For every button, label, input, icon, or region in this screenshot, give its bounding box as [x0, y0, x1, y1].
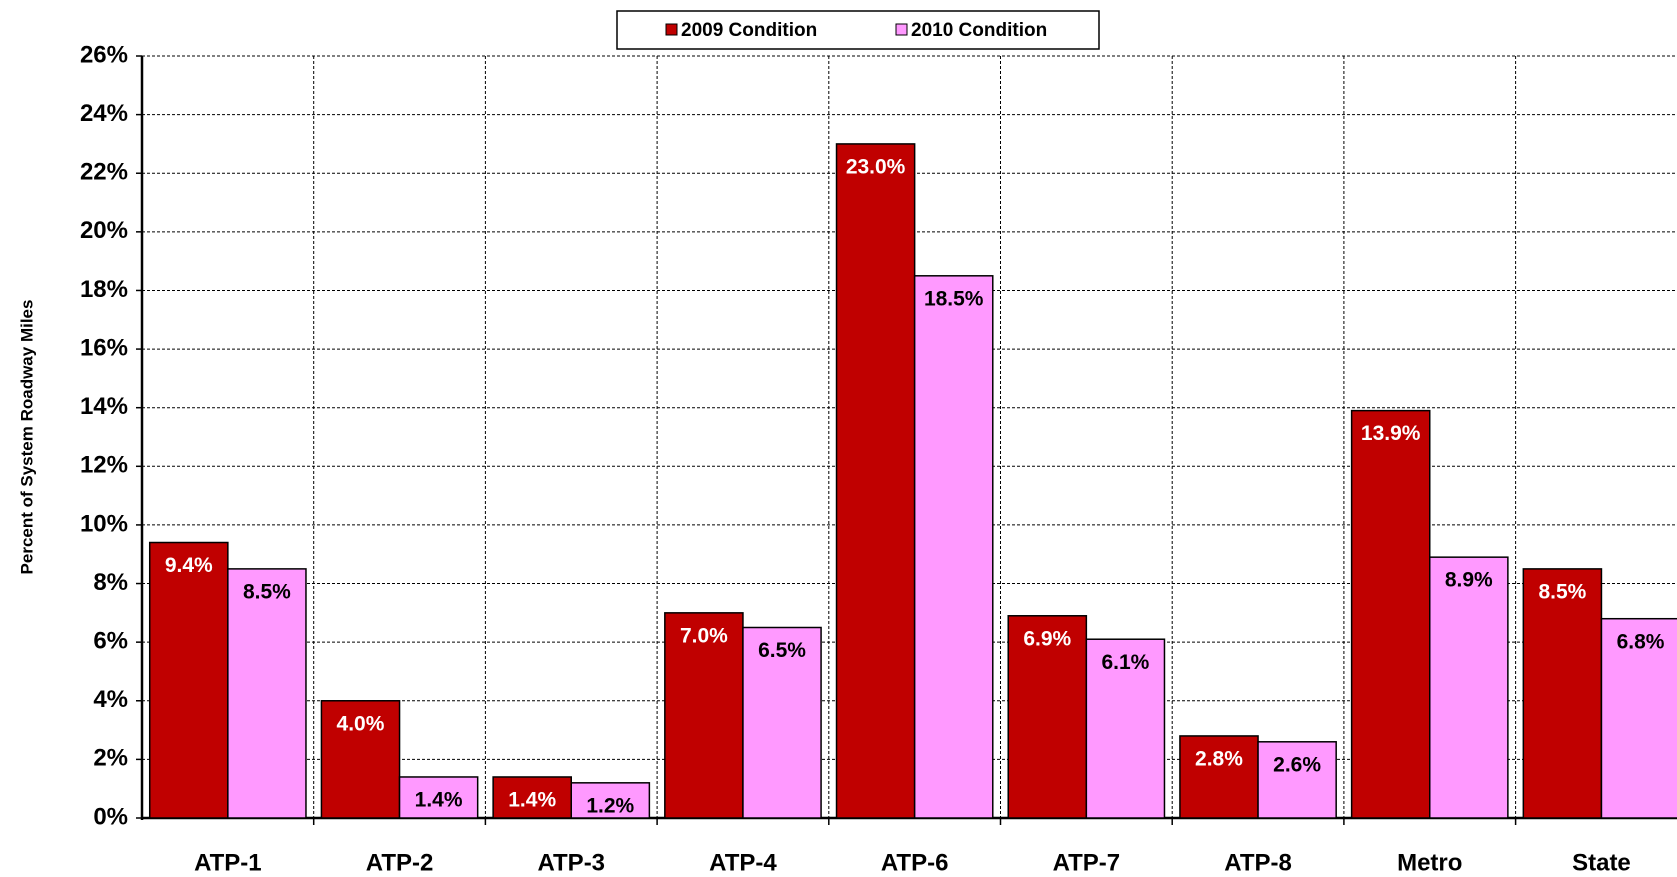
bar — [148, 541, 229, 819]
legend-box — [616, 10, 1100, 50]
bar — [320, 700, 401, 819]
value-label: 7.0% — [680, 624, 728, 647]
value-label: 8.5% — [1538, 580, 1586, 603]
value-label: 4.0% — [337, 712, 385, 735]
y-tick-label: 20% — [80, 217, 128, 244]
y-tick-label: 10% — [80, 510, 128, 537]
value-label: 1.4% — [415, 789, 463, 812]
x-tick-label: ATP-8 — [1224, 849, 1292, 876]
bar — [570, 782, 651, 819]
x-tick-label: ATP-7 — [1053, 849, 1121, 876]
y-tick-label: 6% — [93, 627, 128, 654]
y-tick-label: 8% — [93, 569, 128, 596]
bar — [835, 143, 916, 819]
legend-swatch — [665, 23, 678, 36]
value-label: 1.2% — [586, 794, 634, 817]
x-tick-label: Metro — [1397, 849, 1462, 876]
y-tick-label: 26% — [80, 41, 128, 68]
bar — [664, 612, 744, 819]
x-tick-label: State — [1572, 849, 1631, 876]
value-label: 13.9% — [1361, 422, 1421, 445]
value-label: 1.4% — [508, 789, 556, 812]
value-label: 8.5% — [243, 580, 291, 603]
value-label: 6.1% — [1101, 651, 1149, 674]
x-tick-label: ATP-1 — [194, 849, 262, 876]
y-tick-label: 0% — [93, 803, 128, 830]
value-label: 23.0% — [846, 155, 906, 178]
bar — [742, 626, 822, 819]
legend-label: 2010 Condition — [911, 20, 1047, 41]
value-label: 6.8% — [1617, 630, 1665, 653]
y-tick-label: 22% — [80, 159, 128, 186]
value-label: 6.9% — [1023, 627, 1071, 650]
bar — [1600, 617, 1677, 819]
value-label: 18.5% — [924, 287, 984, 310]
y-tick-label: 12% — [80, 452, 128, 479]
x-tick-label: ATP-6 — [881, 849, 949, 876]
y-axis-label: Percent of System Roadway Miles — [17, 300, 36, 575]
x-tick-label: ATP-2 — [366, 849, 434, 876]
y-tick-label: 14% — [80, 393, 128, 420]
bar — [1085, 638, 1166, 819]
y-tick-label: 4% — [93, 686, 128, 713]
y-tick-label: 18% — [80, 276, 128, 303]
value-label: 2.8% — [1195, 747, 1243, 770]
value-label: 9.4% — [165, 554, 213, 577]
value-label: 6.5% — [758, 639, 806, 662]
bar — [227, 568, 307, 819]
bar — [913, 275, 994, 819]
y-tick-label: 16% — [80, 334, 128, 361]
bar — [398, 776, 479, 819]
bar — [1522, 568, 1603, 819]
bar — [492, 776, 572, 819]
legend-swatch — [895, 23, 908, 36]
bar — [1179, 735, 1259, 819]
value-label: 8.9% — [1445, 569, 1493, 592]
value-label: 2.6% — [1273, 753, 1321, 776]
bar — [1350, 409, 1431, 819]
y-tick-label: 24% — [80, 100, 128, 127]
x-tick-label: ATP-3 — [537, 849, 605, 876]
x-tick-label: ATP-4 — [709, 849, 777, 876]
bar — [1257, 741, 1337, 819]
bar — [1429, 556, 1509, 819]
legend-label: 2009 Condition — [681, 20, 817, 41]
y-tick-label: 2% — [93, 745, 128, 772]
